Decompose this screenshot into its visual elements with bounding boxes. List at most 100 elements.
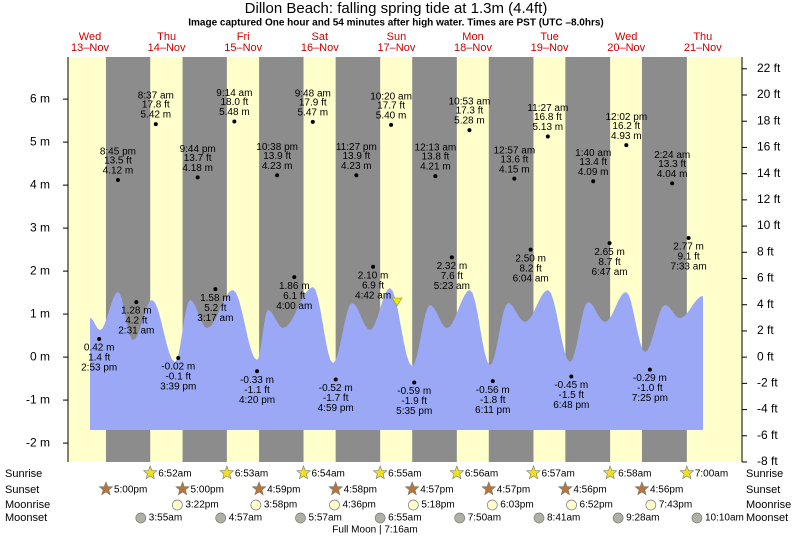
day-name: Thu	[693, 31, 712, 43]
tide-time: 3:39 pm	[160, 382, 196, 393]
day-name: Sat	[312, 31, 329, 43]
tide-point	[176, 355, 181, 360]
day-date: 21–Nov	[684, 42, 722, 54]
tide-meters: 5.13 m	[533, 122, 564, 133]
row-time: 5:00pm	[114, 485, 147, 496]
moonset-icon	[215, 512, 227, 524]
tide-time: 7:33 am	[671, 262, 707, 273]
row-time: 6:54am	[312, 469, 345, 480]
y-tick-label: -2 m	[26, 435, 50, 449]
tide-meters: 5.42 m	[141, 110, 172, 121]
tide-meters: 1.86 m	[279, 281, 310, 292]
row-time: 4:56pm	[573, 485, 606, 496]
tide-feet: 13.5 ft	[104, 156, 132, 167]
sun-icon	[679, 465, 695, 480]
tide-feet: -1.8 ft	[480, 395, 506, 406]
tide-point	[354, 173, 359, 178]
moon-phase: Full Moon | 7:16am	[332, 525, 417, 536]
tide-feet: 17.3 ft	[456, 106, 484, 117]
tide-point	[686, 236, 691, 241]
row-time: 6:03pm	[500, 500, 533, 511]
tide-time: 4:59 pm	[318, 403, 354, 414]
tide-point	[134, 300, 139, 305]
moonrise-icon	[566, 499, 577, 511]
row-time: 5:57am	[308, 513, 341, 524]
tide-feet: 16.8 ft	[534, 112, 562, 123]
day-date: 15–Nov	[224, 42, 262, 54]
tide-feet: 18.0 ft	[220, 97, 248, 108]
sun-icon	[404, 481, 420, 496]
moonset-icon	[533, 512, 545, 524]
tide-meters: 4.04 m	[657, 169, 688, 180]
y2-tick-label: 0 ft	[757, 349, 774, 363]
tide-time: 12:02 pm	[605, 112, 647, 123]
moonset-icon	[454, 512, 466, 524]
y2-tick-label: 2 ft	[757, 323, 774, 337]
tide-meters: -0.02 m	[161, 362, 195, 373]
row-label: Sunset	[5, 484, 39, 496]
tide-feet: 6.9 ft	[362, 280, 384, 291]
sun-icon	[251, 481, 267, 496]
tide-meters: 5.48 m	[219, 107, 250, 118]
row-time: 3:55am	[149, 513, 182, 524]
tide-time: 5:23 am	[434, 281, 470, 292]
tide-meters: 2.10 m	[358, 270, 389, 281]
tide-time: 7:25 pm	[632, 393, 668, 404]
tide-time: 3:17 am	[197, 313, 233, 324]
y2-tick-label: 20 ft	[757, 87, 781, 101]
tide-feet: 13.3 ft	[658, 159, 686, 170]
tide-meters: 4.12 m	[103, 166, 134, 177]
tide-meters: -0.29 m	[633, 373, 667, 384]
day-date: 19–Nov	[531, 42, 569, 54]
y2-tick-label: 14 ft	[757, 166, 781, 180]
tide-meters: 4.23 m	[341, 161, 372, 172]
row-time: 6:55am	[388, 469, 421, 480]
tide-meters: -0.56 m	[476, 385, 510, 396]
day-name: Thu	[157, 31, 176, 43]
sun-icon	[372, 465, 388, 480]
tide-time: 5:35 pm	[396, 406, 432, 417]
tide-point	[97, 337, 102, 342]
day-date: 18–Nov	[454, 42, 492, 54]
tide-feet: -1.9 ft	[401, 396, 427, 407]
day-name: Fri	[237, 31, 250, 43]
tide-meters: 5.47 m	[297, 108, 328, 119]
y2-tick-label: -2 ft	[757, 376, 778, 390]
row-time: 4:57am	[229, 513, 262, 524]
day-date: 17–Nov	[377, 42, 415, 54]
chart-subtitle: Image captured One hour and 54 minutes a…	[188, 18, 603, 29]
tide-meters: 5.40 m	[376, 111, 407, 122]
y2-tick-label: 22 ft	[757, 61, 781, 75]
y-tick-label: 2 m	[30, 263, 50, 277]
tide-time: 6:47 am	[591, 267, 627, 278]
tide-point	[232, 119, 237, 124]
y2-tick-label: 4 ft	[757, 297, 774, 311]
row-label-right: Moonset	[746, 512, 788, 524]
moonset-icon	[374, 512, 386, 524]
day-name: Wed	[79, 31, 101, 43]
chart-title: Dillon Beach: falling spring tide at 1.3…	[245, 0, 548, 17]
tide-time: 8:37 am	[138, 91, 174, 102]
row-time: 5:00pm	[191, 485, 224, 496]
y-tick-label: 3 m	[30, 220, 50, 234]
row-time: 6:53am	[235, 469, 268, 480]
y-tick-label: 4 m	[30, 177, 50, 191]
row-label: Moonset	[5, 512, 47, 524]
tide-feet: 4.2 ft	[125, 316, 147, 327]
tide-point	[255, 369, 260, 374]
row-label: Sunrise	[5, 468, 42, 480]
day-name: Mon	[462, 31, 483, 43]
y2-tick-label: -4 ft	[757, 402, 778, 416]
tide-meters: 2.32 m	[437, 261, 468, 272]
tide-feet: 13.8 ft	[421, 152, 449, 163]
moonrise-icon	[407, 499, 419, 511]
tide-meters: 4.18 m	[182, 163, 213, 174]
row-time: 6:52am	[158, 469, 191, 480]
day-name: Sun	[387, 31, 407, 43]
sun-icon	[525, 465, 541, 480]
tide-meters: 1.58 m	[200, 293, 231, 304]
moonset-icon	[612, 512, 624, 524]
tide-point	[647, 367, 652, 372]
moonrise-icon	[250, 499, 262, 511]
tide-time: 2:31 am	[118, 326, 154, 337]
